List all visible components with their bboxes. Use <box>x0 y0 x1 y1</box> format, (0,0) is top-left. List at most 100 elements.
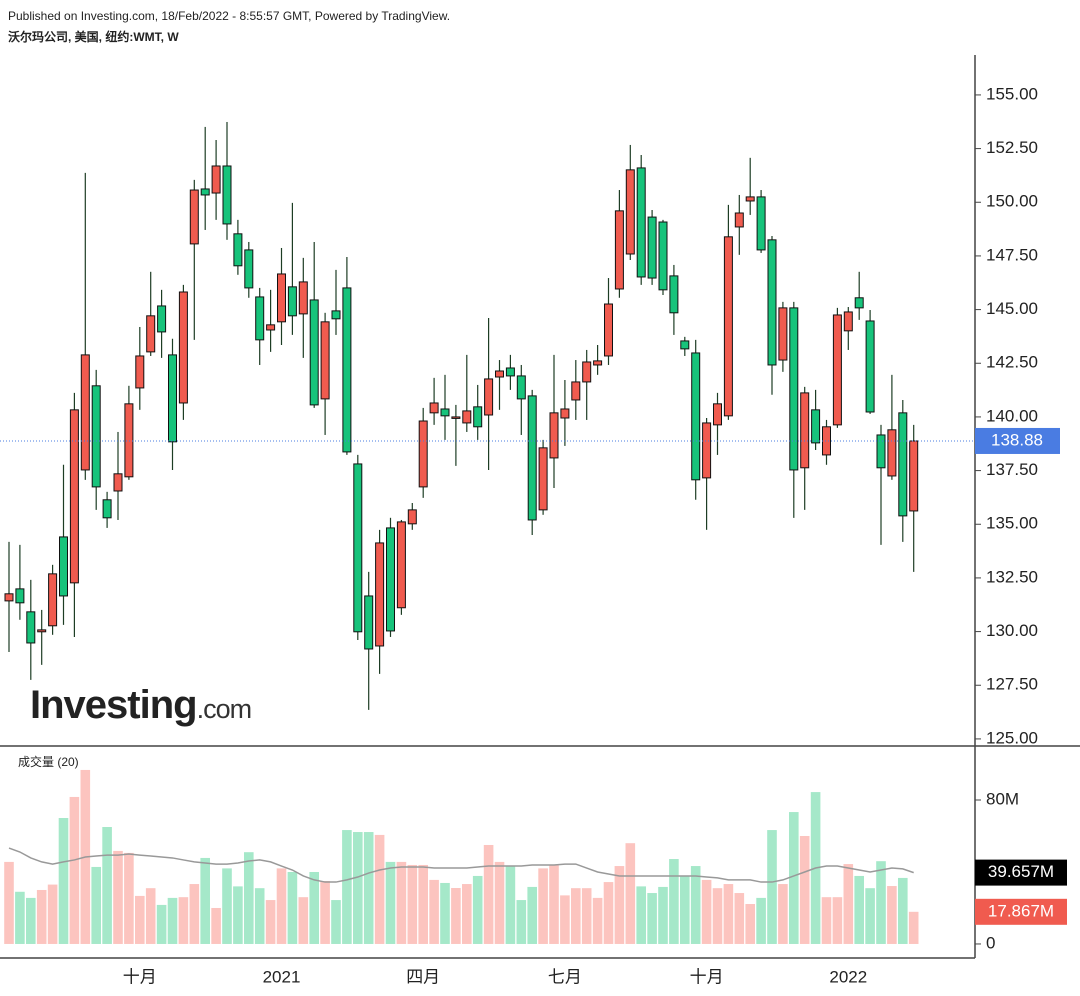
last-value-label: 17.867M <box>988 901 1054 920</box>
candle-body <box>832 314 842 426</box>
candle-body <box>146 315 156 353</box>
candle-body <box>909 440 919 512</box>
candle-body <box>843 311 853 332</box>
volume-bar <box>211 907 221 944</box>
volume-bar <box>91 866 101 944</box>
volume-bar <box>789 812 799 944</box>
candle-body <box>614 210 624 290</box>
volume-bar <box>353 832 363 944</box>
candle-body <box>309 299 319 406</box>
volume-bar <box>799 835 810 944</box>
volume-bar <box>690 866 701 944</box>
y-tick-label: 150.00 <box>986 192 1038 211</box>
candle-body <box>527 395 537 521</box>
volume-bar <box>135 895 145 944</box>
volume-bar <box>571 888 581 944</box>
candle-body <box>287 286 297 317</box>
candle-body <box>505 367 515 377</box>
candle-body <box>462 410 472 424</box>
last-value-box <box>975 859 1067 886</box>
volume-bar <box>145 888 156 944</box>
volume-bar <box>669 859 679 944</box>
volume-bar <box>309 871 319 944</box>
candle-body <box>364 595 374 650</box>
candle-body <box>15 588 25 604</box>
subtitle: Published on Investing.com, 18/Feb/2022 … <box>8 9 450 23</box>
volume-bar <box>265 900 276 944</box>
candle-body <box>222 165 232 225</box>
candle-body <box>135 355 145 389</box>
volume-bar <box>320 880 330 944</box>
candle-body <box>429 402 439 414</box>
candle-body <box>189 189 199 245</box>
volume-bar <box>167 897 178 944</box>
volume-bar <box>767 830 777 944</box>
volume-bar <box>222 868 232 944</box>
candle-body <box>549 412 559 459</box>
volume-bar <box>723 884 734 944</box>
candle-body <box>756 196 766 251</box>
volume-bar <box>898 877 908 944</box>
candle-body <box>734 212 744 228</box>
candle-body <box>800 392 810 469</box>
y-tick-label: 132.50 <box>986 567 1038 586</box>
volume-bar <box>887 886 897 944</box>
candle-body <box>407 509 417 525</box>
y-tick-label: 125.00 <box>986 728 1038 747</box>
volume-bar <box>832 897 843 944</box>
candle-body <box>898 412 908 517</box>
last-value-box <box>975 898 1067 925</box>
volume-bar <box>102 826 112 944</box>
candle-body <box>669 275 679 314</box>
candle-body <box>865 320 875 413</box>
volume-bar <box>124 852 134 944</box>
volume-bar <box>625 843 636 944</box>
candle-body <box>69 409 79 584</box>
candle-body <box>91 385 101 488</box>
volume-bar <box>385 861 396 944</box>
volume-bar <box>200 857 210 944</box>
volume-bar <box>58 818 69 944</box>
volume-bar <box>538 868 548 944</box>
logo-suffix: .com <box>197 694 252 724</box>
volume-bar <box>396 861 407 944</box>
volume-bar <box>189 884 200 944</box>
y-tick-label: 147.50 <box>986 245 1038 264</box>
volume-bar <box>4 861 14 944</box>
candle-body <box>680 340 690 350</box>
volume-bar <box>592 897 603 944</box>
candle-body <box>233 233 243 267</box>
candle-body <box>473 406 483 428</box>
volume-bar <box>745 904 755 944</box>
volume-bar <box>581 888 592 944</box>
volume-bar <box>276 868 287 944</box>
candle-body <box>723 236 733 417</box>
candle-body <box>745 196 755 202</box>
y-tick-label: 130.00 <box>986 621 1038 640</box>
candle-body <box>244 249 254 289</box>
candle-body <box>811 409 821 444</box>
candle-body <box>887 429 897 477</box>
candle-body <box>157 305 167 333</box>
volume-bar <box>47 884 58 944</box>
candle-body <box>778 307 788 361</box>
candle-body <box>200 188 210 196</box>
volume-bar <box>908 911 919 944</box>
y-tick-label: 142.50 <box>986 353 1038 372</box>
candle-body <box>211 165 221 194</box>
y-tick-label: 140.00 <box>986 406 1038 425</box>
volume-bar <box>483 844 494 944</box>
candle-body <box>604 303 613 357</box>
candle-body <box>451 416 461 419</box>
volume-bar <box>407 864 418 944</box>
candle-body <box>168 354 177 443</box>
last-price-box <box>975 427 1060 454</box>
volume-bar <box>331 900 341 944</box>
logo: Investing.com <box>30 683 251 727</box>
volume-bar <box>178 897 189 944</box>
volume-bar <box>680 875 690 944</box>
x-tick-label: 2022 <box>829 967 867 986</box>
candle-body <box>26 611 36 644</box>
last-price-label: 138.88 <box>991 430 1043 449</box>
x-tick-label: 七月 <box>548 967 582 986</box>
